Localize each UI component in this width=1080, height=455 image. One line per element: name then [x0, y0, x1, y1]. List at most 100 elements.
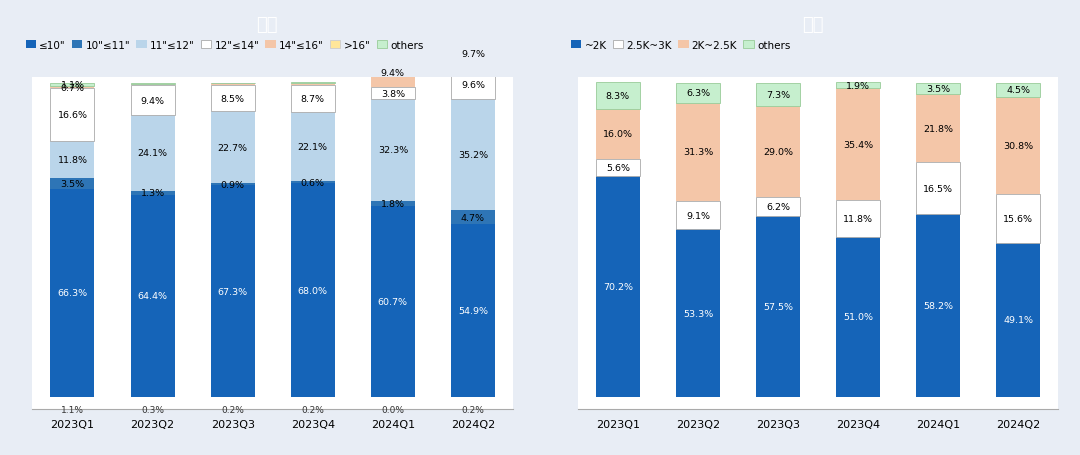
- Bar: [836, 237, 880, 397]
- Text: 销量: 销量: [257, 16, 278, 34]
- Text: 16.5%: 16.5%: [923, 184, 954, 193]
- Bar: [211, 186, 255, 397]
- Bar: [51, 89, 94, 141]
- Text: 5.6%: 5.6%: [606, 164, 630, 173]
- Text: 30.8%: 30.8%: [1003, 142, 1034, 151]
- Bar: [451, 210, 495, 225]
- Text: 58.2%: 58.2%: [923, 301, 954, 310]
- Bar: [51, 141, 94, 178]
- Text: 6.3%: 6.3%: [686, 89, 710, 98]
- Text: 66.3%: 66.3%: [57, 288, 87, 298]
- Bar: [836, 83, 880, 89]
- Bar: [596, 83, 639, 109]
- Text: 49.1%: 49.1%: [1003, 316, 1034, 324]
- Text: 3.8%: 3.8%: [381, 90, 405, 98]
- Bar: [451, 70, 495, 100]
- Text: 8.5%: 8.5%: [220, 94, 245, 103]
- Bar: [370, 88, 415, 100]
- Text: 32.3%: 32.3%: [378, 146, 408, 155]
- Bar: [836, 200, 880, 237]
- Bar: [131, 191, 175, 195]
- Bar: [131, 86, 175, 116]
- Bar: [916, 84, 960, 95]
- Text: 64.4%: 64.4%: [137, 292, 167, 301]
- Bar: [291, 83, 335, 84]
- Text: 9.1%: 9.1%: [686, 211, 710, 220]
- Text: 1.3%: 1.3%: [140, 189, 164, 197]
- Text: 68.0%: 68.0%: [298, 286, 327, 295]
- Text: 8.7%: 8.7%: [300, 95, 325, 104]
- Bar: [211, 183, 255, 186]
- Text: 67.3%: 67.3%: [217, 287, 247, 296]
- Legend: ≤10", 10"≤11", 11"≤12", 12"≤14", 14"≤16", >16", others: ≤10", 10"≤11", 11"≤12", 12"≤14", 14"≤16"…: [22, 36, 428, 55]
- Bar: [291, 182, 335, 184]
- Text: 1.1%: 1.1%: [60, 81, 84, 90]
- Text: 1.8%: 1.8%: [381, 199, 405, 208]
- Text: 0.0%: 0.0%: [381, 405, 404, 414]
- Bar: [676, 84, 720, 103]
- Bar: [756, 84, 800, 106]
- Text: 21.8%: 21.8%: [923, 124, 954, 133]
- Bar: [51, 189, 94, 397]
- Text: 6.2%: 6.2%: [766, 202, 791, 212]
- Text: 54.9%: 54.9%: [458, 307, 488, 315]
- Bar: [676, 230, 720, 397]
- Bar: [51, 178, 94, 189]
- Bar: [997, 243, 1040, 397]
- Legend: ~2K, 2.5K~3K, 2K~2.5K, others: ~2K, 2.5K~3K, 2K~2.5K, others: [567, 36, 795, 55]
- Text: 9.7%: 9.7%: [461, 50, 485, 59]
- Bar: [997, 194, 1040, 243]
- Bar: [51, 84, 94, 87]
- Bar: [370, 207, 415, 397]
- Text: 0.2%: 0.2%: [221, 405, 244, 414]
- Bar: [291, 113, 335, 182]
- Text: 16.6%: 16.6%: [57, 111, 87, 120]
- Bar: [836, 89, 880, 200]
- Text: 9.4%: 9.4%: [381, 69, 405, 78]
- Bar: [756, 197, 800, 217]
- Text: 0.9%: 0.9%: [220, 180, 245, 189]
- Bar: [596, 177, 639, 397]
- Text: 1.9%: 1.9%: [846, 82, 870, 91]
- Bar: [370, 201, 415, 207]
- Bar: [756, 106, 800, 197]
- Bar: [676, 103, 720, 202]
- Text: 0.6%: 0.6%: [300, 178, 325, 187]
- Bar: [211, 84, 255, 86]
- Text: 4.5%: 4.5%: [1007, 86, 1030, 95]
- Bar: [596, 109, 639, 159]
- Bar: [370, 100, 415, 201]
- Bar: [997, 84, 1040, 98]
- Text: 35.2%: 35.2%: [458, 151, 488, 160]
- Text: 0.7%: 0.7%: [60, 84, 84, 93]
- Text: 60.7%: 60.7%: [378, 298, 408, 306]
- Bar: [291, 84, 335, 86]
- Bar: [51, 87, 94, 89]
- Text: 销额: 销额: [802, 16, 823, 34]
- Text: 0.2%: 0.2%: [301, 405, 324, 414]
- Text: 35.4%: 35.4%: [843, 140, 874, 149]
- Bar: [916, 163, 960, 215]
- Text: 51.0%: 51.0%: [843, 313, 873, 322]
- Bar: [291, 184, 335, 397]
- Bar: [211, 112, 255, 183]
- Bar: [131, 195, 175, 397]
- Text: 3.5%: 3.5%: [927, 85, 950, 94]
- Text: 22.7%: 22.7%: [218, 143, 247, 152]
- Text: 57.5%: 57.5%: [764, 303, 793, 311]
- Text: 22.1%: 22.1%: [298, 143, 327, 152]
- Text: 1.1%: 1.1%: [60, 405, 84, 414]
- Text: 24.1%: 24.1%: [137, 149, 167, 158]
- Bar: [756, 217, 800, 397]
- Text: 11.8%: 11.8%: [57, 155, 87, 164]
- Text: 0.2%: 0.2%: [461, 405, 485, 414]
- Bar: [451, 40, 495, 70]
- Text: 16.0%: 16.0%: [603, 130, 633, 139]
- Bar: [131, 85, 175, 86]
- Bar: [676, 202, 720, 230]
- Text: 9.6%: 9.6%: [461, 81, 485, 89]
- Bar: [997, 98, 1040, 194]
- Bar: [916, 215, 960, 397]
- Bar: [451, 39, 495, 40]
- Bar: [451, 100, 495, 210]
